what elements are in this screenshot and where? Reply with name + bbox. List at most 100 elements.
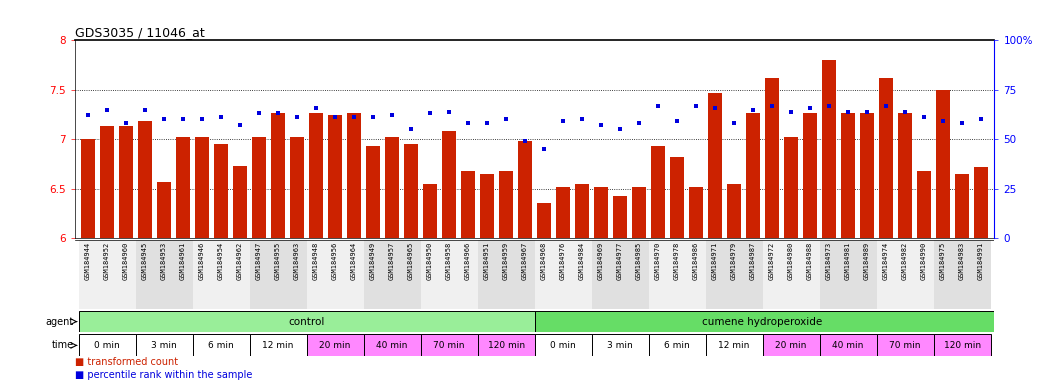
Text: GSM184963: GSM184963: [294, 242, 300, 280]
Text: GSM184961: GSM184961: [180, 242, 186, 280]
Text: 6 min: 6 min: [664, 341, 690, 350]
Point: [858, 108, 875, 114]
Bar: [592, 240, 610, 309]
Text: GSM184975: GSM184975: [940, 242, 946, 280]
Text: 12 min: 12 min: [263, 341, 294, 350]
Bar: [706, 240, 725, 309]
Bar: [158, 182, 170, 238]
Bar: [420, 334, 477, 356]
Bar: [933, 334, 990, 356]
Bar: [116, 240, 136, 309]
Text: GSM184949: GSM184949: [371, 242, 376, 280]
Text: GSM184954: GSM184954: [218, 242, 224, 280]
Bar: [79, 334, 136, 356]
Point: [650, 103, 666, 109]
Point: [726, 120, 742, 126]
Point: [574, 116, 591, 122]
Bar: [439, 240, 459, 309]
Bar: [173, 240, 192, 309]
Text: time: time: [52, 340, 74, 351]
Point: [80, 113, 97, 119]
Text: 120 min: 120 min: [944, 341, 981, 350]
Point: [783, 108, 799, 114]
Bar: [535, 334, 592, 356]
Point: [421, 111, 438, 117]
Text: cumene hydroperoxide: cumene hydroperoxide: [703, 316, 823, 327]
Text: GSM184964: GSM184964: [351, 242, 357, 280]
Bar: [746, 113, 760, 238]
Point: [498, 116, 515, 122]
Bar: [402, 240, 420, 309]
Text: agent: agent: [46, 316, 74, 327]
Text: 0 min: 0 min: [550, 341, 576, 350]
Bar: [610, 240, 630, 309]
Bar: [822, 60, 836, 238]
Bar: [595, 187, 607, 238]
Text: 40 min: 40 min: [832, 341, 864, 350]
Text: GSM184946: GSM184946: [199, 242, 206, 280]
Bar: [936, 90, 950, 238]
Text: 20 min: 20 min: [775, 341, 807, 350]
Point: [707, 104, 723, 111]
Point: [631, 120, 648, 126]
Text: GSM184978: GSM184978: [674, 242, 680, 280]
Text: GSM184985: GSM184985: [636, 242, 643, 280]
Point: [174, 116, 191, 122]
Bar: [234, 166, 247, 238]
Text: GSM184972: GSM184972: [769, 242, 775, 280]
Point: [668, 118, 685, 124]
Bar: [496, 240, 516, 309]
Text: 12 min: 12 min: [718, 341, 749, 350]
Bar: [800, 240, 820, 309]
Point: [593, 122, 609, 128]
Bar: [955, 174, 968, 238]
Text: GSM184991: GSM184991: [978, 242, 984, 280]
Text: GSM184980: GSM184980: [788, 242, 794, 280]
Point: [251, 111, 268, 117]
Bar: [877, 240, 896, 309]
Bar: [79, 311, 535, 332]
Bar: [192, 240, 212, 309]
Point: [973, 116, 989, 122]
Bar: [288, 240, 306, 309]
Text: GSM184988: GSM184988: [808, 242, 813, 280]
Text: GSM184981: GSM184981: [845, 242, 851, 280]
Text: 70 min: 70 min: [433, 341, 465, 350]
Bar: [613, 195, 627, 238]
Bar: [363, 240, 383, 309]
Text: GSM184956: GSM184956: [332, 242, 338, 280]
Point: [346, 114, 362, 121]
Bar: [328, 116, 342, 238]
Bar: [481, 174, 494, 238]
Bar: [176, 137, 190, 238]
Bar: [573, 240, 592, 309]
Point: [364, 114, 381, 121]
Bar: [420, 240, 439, 309]
Text: GSM184984: GSM184984: [579, 242, 585, 280]
Text: GSM184950: GSM184950: [427, 242, 433, 280]
Bar: [725, 240, 743, 309]
Bar: [363, 334, 420, 356]
Bar: [630, 240, 649, 309]
Bar: [215, 144, 227, 238]
Bar: [933, 240, 953, 309]
Bar: [424, 184, 437, 238]
Point: [688, 103, 705, 109]
Text: GSM184970: GSM184970: [655, 242, 661, 280]
Text: 40 min: 40 min: [377, 341, 408, 350]
Bar: [81, 139, 94, 238]
Point: [821, 103, 838, 109]
Text: GSM184957: GSM184957: [389, 242, 395, 280]
Text: GSM184958: GSM184958: [446, 242, 453, 280]
Bar: [575, 184, 589, 238]
Bar: [972, 240, 990, 309]
Text: GSM184947: GSM184947: [256, 242, 262, 280]
Text: ■ transformed count: ■ transformed count: [75, 357, 177, 367]
Bar: [649, 334, 706, 356]
Bar: [896, 240, 914, 309]
Text: GSM184969: GSM184969: [598, 242, 604, 280]
Bar: [914, 240, 933, 309]
Point: [517, 138, 534, 144]
Text: GSM184990: GSM184990: [921, 242, 927, 280]
Text: 6 min: 6 min: [209, 341, 234, 350]
